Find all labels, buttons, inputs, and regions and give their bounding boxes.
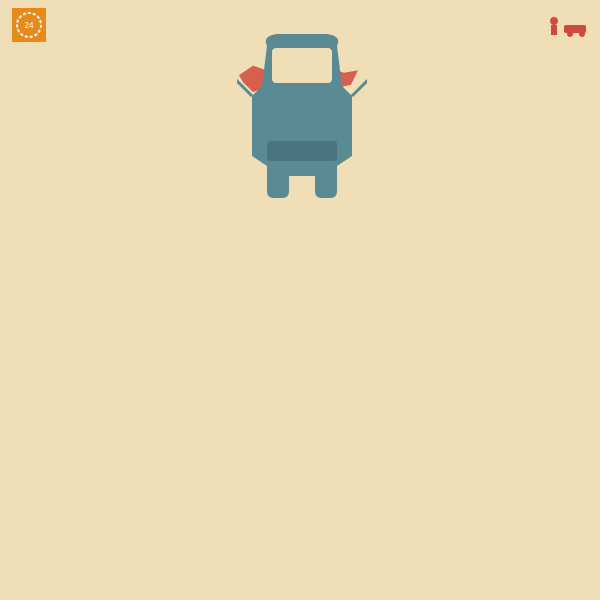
map-lorem-right	[378, 50, 448, 110]
most-requested-section	[12, 227, 144, 297]
map-lorem-left	[156, 50, 226, 110]
snake-chart	[460, 62, 600, 112]
car-illustration	[237, 26, 367, 206]
service-icon-grid	[156, 110, 448, 122]
donut-column	[460, 50, 600, 58]
main-pie-chart	[28, 54, 128, 154]
mechanic-icon	[544, 13, 588, 37]
left-column	[8, 46, 148, 301]
right-column	[456, 46, 600, 301]
svg-text:24: 24	[25, 21, 34, 30]
bottom-row	[0, 313, 600, 321]
center-column	[152, 46, 452, 301]
gear-badge-icon: 24	[12, 8, 46, 42]
stacked-area-chart	[460, 123, 600, 183]
bar-chart	[12, 227, 144, 297]
line-chart	[12, 158, 142, 218]
